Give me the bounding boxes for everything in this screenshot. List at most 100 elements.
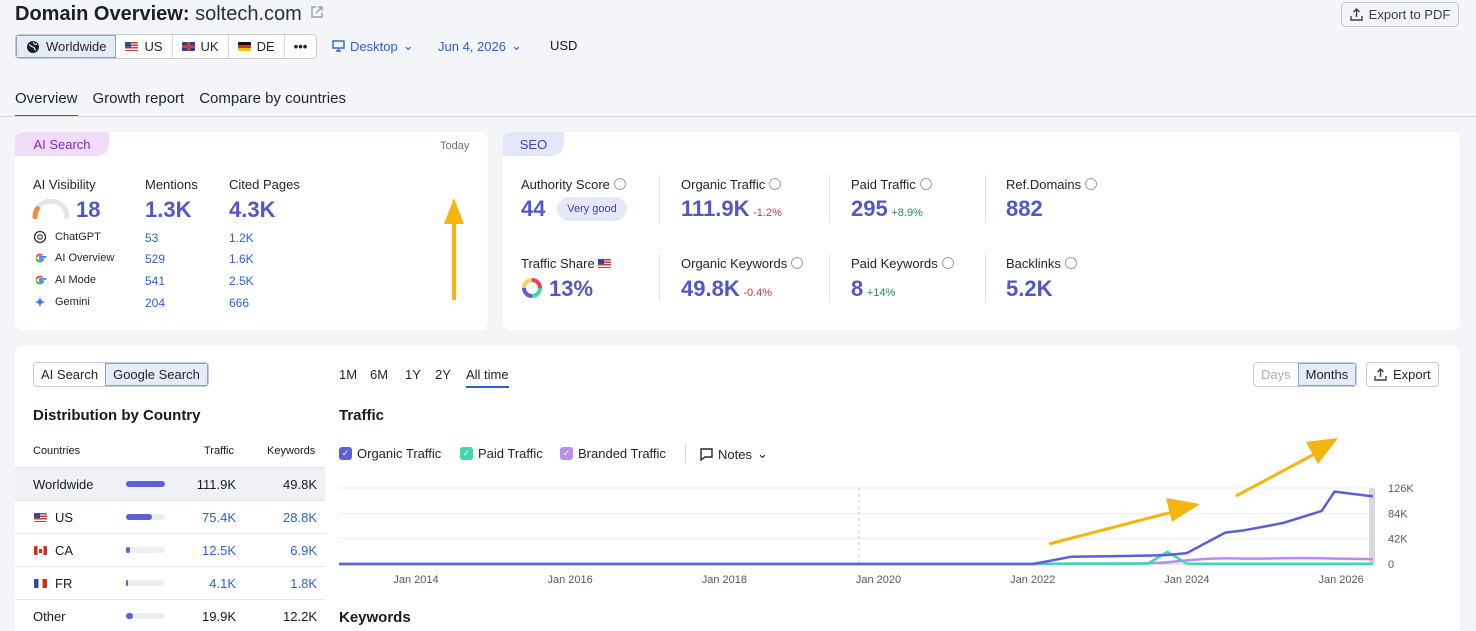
toggle-google-search[interactable]: Google Search <box>105 363 208 386</box>
cited-pages-label: Cited Pages <box>229 177 300 192</box>
tab-compare-by-countries[interactable]: Compare by countries <box>199 90 346 107</box>
export-pdf-label: Export to PDF <box>1368 7 1451 22</box>
divider <box>0 116 1476 117</box>
country-traffic[interactable]: 12.5K <box>202 542 236 558</box>
search-source-toggle: AI Search Google Search <box>33 362 209 387</box>
ai-overview-mentions[interactable]: 529 <box>145 252 166 266</box>
seo-pill: SEO <box>503 132 564 156</box>
db-tab-label: US <box>144 39 163 54</box>
country-traffic[interactable]: 75.4K <box>202 509 236 525</box>
chevron-down-icon: ⌄ <box>510 38 522 53</box>
col-keywords: Keywords <box>267 445 316 457</box>
cited-pages-value[interactable]: 4.3K <box>229 197 276 222</box>
page-title: Domain Overview: soltech.com <box>15 3 324 26</box>
traffic-share-bar <box>126 580 165 586</box>
organic-traffic-stat: 111.9K -1.2% <box>681 196 782 222</box>
more-icon: ••• <box>293 39 308 54</box>
chatgpt-icon <box>33 230 47 244</box>
date-dropdown[interactable]: Jun 4, 2026 ⌄ <box>438 38 522 54</box>
organic-keywords-stat: 49.8K -0.4% <box>681 276 772 302</box>
ai-search-card <box>15 132 488 330</box>
paid-traffic-change: +8.9% <box>891 207 923 219</box>
notes-dropdown[interactable]: Notes ⌄ <box>700 446 768 462</box>
country-name[interactable]: US <box>55 509 74 525</box>
col-traffic: Traffic <box>204 445 234 457</box>
db-tab-label: Worldwide <box>46 39 107 54</box>
country-name[interactable]: CA <box>55 542 74 558</box>
divider <box>985 254 986 302</box>
globe-icon <box>769 178 782 190</box>
country-traffic: 19.9K <box>202 608 236 624</box>
traffic-chart[interactable]: 0 42K 84K 126K Jan 2014 Jan 2016 Jan 2018 Jan 2… <box>339 475 1444 590</box>
ai-overview-cited[interactable]: 1.6K <box>229 252 254 266</box>
period-all-time[interactable]: All time <box>466 367 509 388</box>
period-1y[interactable]: 1Y <box>405 367 421 382</box>
granularity-days[interactable]: Days <box>1261 367 1291 382</box>
table-row[interactable]: Worldwide 111.9K 49.8K <box>15 467 325 500</box>
ai-row-name: AI Mode <box>55 274 96 286</box>
annotation-arrow-up <box>444 198 464 300</box>
traffic-share-fill <box>126 481 165 487</box>
backlinks-text: Backlinks <box>1006 256 1061 271</box>
globe-icon <box>941 257 954 269</box>
globe-icon <box>919 178 932 190</box>
db-tab-uk[interactable]: UK <box>173 35 229 58</box>
legend-paid[interactable]: ✓ Paid Traffic <box>460 446 543 461</box>
y-tick-label: 84K <box>1388 508 1408 520</box>
country-name[interactable]: FR <box>55 575 73 591</box>
ai-mode-mentions[interactable]: 541 <box>145 274 166 288</box>
authority-score-value[interactable]: 44 <box>521 196 546 221</box>
toggle-ai-search[interactable]: AI Search <box>41 367 99 382</box>
device-dropdown[interactable]: Desktop ⌄ <box>332 38 414 54</box>
db-tab-de[interactable]: DE <box>229 35 285 58</box>
export-label: Export <box>1393 367 1431 382</box>
legend-branded[interactable]: ✓ Branded Traffic <box>560 446 666 461</box>
country-keywords[interactable]: 1.8K <box>290 575 317 591</box>
chatgpt-cited[interactable]: 1.2K <box>229 231 254 245</box>
chatgpt-mentions[interactable]: 53 <box>145 231 159 245</box>
table-row[interactable]: Other 19.9K 12.2K <box>15 599 325 631</box>
x-tick-label: Jan 2022 <box>1010 574 1055 586</box>
table-row[interactable]: FR 4.1K 1.8K <box>15 566 325 599</box>
period-6m[interactable]: 6M <box>370 367 389 382</box>
paid-traffic-value[interactable]: 295 <box>851 196 888 221</box>
backlinks-value[interactable]: 5.2K <box>1006 276 1053 301</box>
export-button[interactable]: Export <box>1366 362 1439 387</box>
domain-name[interactable]: soltech.com <box>195 3 302 25</box>
legend-organic[interactable]: ✓ Organic Traffic <box>339 446 441 461</box>
country-keywords[interactable]: 28.8K <box>283 509 317 525</box>
mentions-value[interactable]: 1.3K <box>145 197 192 222</box>
db-tab-us[interactable]: US <box>116 35 173 58</box>
country-keywords[interactable]: 6.9K <box>290 542 317 558</box>
db-tab-more[interactable]: ••• <box>285 35 317 58</box>
granularity-months[interactable]: Months <box>1297 363 1357 386</box>
legend-paid-label: Paid Traffic <box>478 446 543 461</box>
country-traffic[interactable]: 4.1K <box>209 575 236 591</box>
authority-score-label: Authority Score <box>521 177 626 192</box>
ai-mode-cited[interactable]: 2.5K <box>229 274 254 288</box>
traffic-share-fill <box>126 514 152 520</box>
paid-keywords-value[interactable]: 8 <box>851 276 864 301</box>
traffic-share-value[interactable]: 13% <box>549 276 594 301</box>
x-tick-label: Jan 2024 <box>1164 574 1209 586</box>
export-pdf-button[interactable]: Export to PDF <box>1341 2 1459 27</box>
db-tab-worldwide[interactable]: Worldwide <box>16 35 117 58</box>
gemini-cited[interactable]: 666 <box>229 296 250 310</box>
globe-icon <box>613 178 626 190</box>
period-1m[interactable]: 1M <box>339 367 358 382</box>
country-keywords: 12.2K <box>283 608 317 624</box>
gemini-mentions[interactable]: 204 <box>145 296 166 310</box>
organic-traffic-value[interactable]: 111.9K <box>681 196 750 221</box>
period-2y[interactable]: 2Y <box>435 367 451 382</box>
organic-traffic-text: Organic Traffic <box>681 177 766 192</box>
table-row[interactable]: CA 12.5K 6.9K <box>15 533 325 566</box>
database-tabs: Worldwide US UK DE ••• <box>15 34 318 59</box>
ref-domains-value[interactable]: 882 <box>1006 196 1043 221</box>
table-row[interactable]: US 75.4K 28.8K <box>15 500 325 533</box>
globe-icon <box>1085 178 1098 190</box>
tab-overview[interactable]: Overview <box>15 90 78 117</box>
external-link-icon[interactable] <box>311 6 324 18</box>
organic-keywords-value[interactable]: 49.8K <box>681 276 740 301</box>
tab-growth-report[interactable]: Growth report <box>92 90 185 107</box>
visibility-gauge <box>32 199 70 219</box>
